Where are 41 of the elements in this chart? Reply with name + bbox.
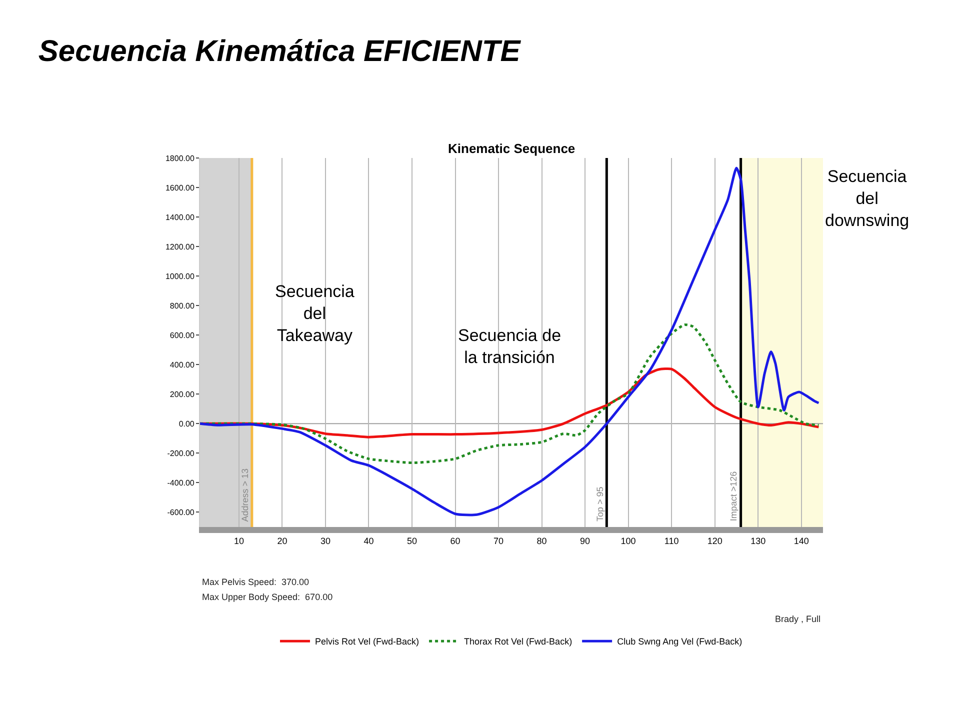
x-tick-label: 50: [406, 536, 417, 546]
x-tick-label: 10: [234, 536, 244, 546]
legend-label: Pelvis Rot Vel (Fwd-Back): [315, 636, 420, 647]
x-tick-label: 100: [620, 536, 636, 546]
y-tick-label: 1600.00: [165, 183, 195, 192]
x-tick-label: 80: [536, 536, 547, 546]
ref-line-label: Impact >126: [728, 471, 738, 522]
y-tick-label: 600.00: [170, 330, 195, 340]
chart-title: Secuencia Kinemática EFICIENTE: [38, 34, 522, 68]
y-tick-label: -600.00: [167, 508, 195, 518]
y-tick-label: 1400.00: [165, 212, 195, 222]
x-tick-label: 140: [794, 536, 809, 546]
y-tick-label: 200.00: [170, 390, 195, 399]
x-tick-label: 130: [750, 536, 766, 546]
x-tick-label: 40: [364, 536, 374, 546]
chart-subtitle: Kinematic Sequence: [448, 141, 576, 156]
y-tick-label: 1000.00: [165, 272, 195, 281]
y-tick-label: -200.00: [167, 449, 195, 458]
y-tick-label: 800.00: [170, 301, 195, 310]
x-tick-label: 90: [580, 536, 590, 546]
ref-line-label: Top > 95: [594, 486, 605, 522]
x-tick-label: 30: [320, 536, 330, 546]
text: Brady , Full: [775, 614, 821, 624]
x-tick-label: 70: [494, 536, 504, 546]
y-tick-label: -400.00: [167, 478, 195, 488]
x-tick-label: 60: [450, 536, 460, 546]
annotation: Secuencia del Takeaway: [275, 282, 355, 346]
x-tick-label: 120: [707, 536, 722, 546]
x-tick-label: 20: [277, 536, 288, 546]
ref-line-label: Address > 13: [240, 468, 250, 522]
text: Max Upper Body Speed: 670.00: [202, 592, 333, 602]
text: Max Pelvis Speed: 370.00: [202, 577, 310, 587]
y-tick-label: 400.00: [170, 360, 195, 370]
legend-label: Thorax Rot Vel (Fwd-Back): [464, 636, 572, 647]
y-tick-label: 0.00: [178, 419, 195, 428]
y-tick-label: 1200.00: [165, 242, 195, 252]
text: Secuencia del downswing: [825, 167, 910, 230]
y-tick-label: 1800.00: [165, 154, 195, 163]
annotation: Secuencia de la transición: [458, 326, 562, 368]
legend-label: Club Swng Ang Vel (Fwd-Back): [617, 636, 742, 647]
x-tick-label: 110: [664, 536, 679, 546]
